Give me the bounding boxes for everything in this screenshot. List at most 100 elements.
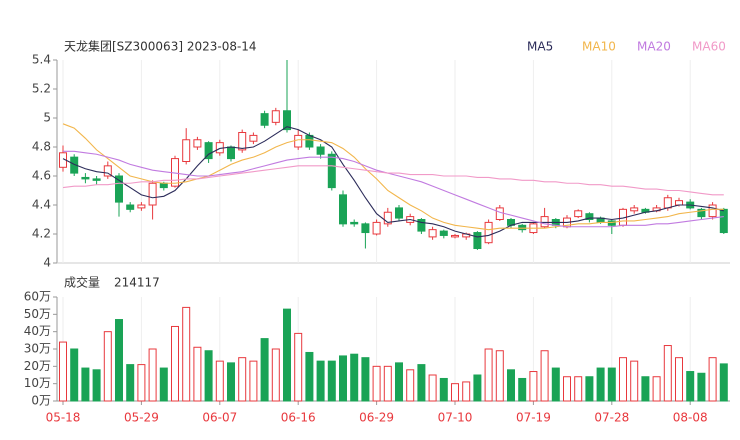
volume-bar (227, 362, 235, 402)
volume-bar (70, 348, 79, 402)
y-tick-label: 5 (43, 111, 51, 125)
candle-body (417, 219, 426, 232)
legend-entry: MA20 (637, 40, 671, 54)
volume-bar (305, 351, 314, 402)
x-tick-label: 07-10 (438, 411, 473, 425)
candle-body (697, 208, 706, 218)
y-tick-label: 4.8 (32, 140, 51, 154)
candle-body (92, 178, 101, 181)
volume-bar (395, 362, 403, 402)
candle-body (395, 207, 403, 219)
candle-body (719, 208, 728, 234)
y-tick-label: 60万 (24, 290, 51, 304)
volume-bar (686, 371, 695, 402)
candle-body (372, 221, 381, 235)
volume-title: 成交量 (64, 275, 100, 290)
y-tick-label: 5.2 (32, 82, 51, 96)
volume-bar (193, 346, 202, 402)
volume-bar (540, 350, 549, 402)
chart-title: 天龙集团[SZ300063] 2023-08-14 (64, 39, 257, 54)
candle-body (249, 134, 258, 142)
volume-bar (103, 331, 112, 402)
candle-body (305, 134, 314, 148)
volume-bar (675, 357, 683, 402)
ma-line (62, 165, 724, 196)
volume-bar (663, 345, 672, 402)
volume-bar (641, 376, 650, 402)
volume-bar (92, 369, 101, 402)
volume-bar (137, 364, 146, 402)
volume-bar (630, 360, 639, 402)
candle-body (585, 213, 594, 220)
candle-body (339, 194, 347, 225)
volume-bar (563, 376, 571, 402)
candle-body (115, 175, 123, 203)
candle-body (663, 197, 672, 209)
ma-line (62, 123, 724, 231)
volume-bar (249, 360, 258, 402)
volume-bar (417, 364, 426, 402)
volume-bar (518, 377, 527, 402)
ma-line (62, 126, 724, 238)
volume-bar (652, 376, 661, 402)
volume-bar (204, 350, 213, 402)
volume-bar (383, 365, 392, 402)
volume-bar (372, 365, 381, 402)
volume-bar (406, 369, 415, 402)
y-tick-label: 4.4 (32, 198, 51, 212)
volume-bar (361, 357, 370, 402)
volume-bar (271, 348, 280, 402)
candle-body (227, 146, 235, 160)
volume-bar (619, 357, 627, 402)
volume-bar (574, 376, 583, 402)
volume-bar (596, 367, 605, 402)
x-tick-label: 06-29 (359, 411, 394, 425)
x-tick-label: 07-19 (516, 411, 551, 425)
volume-bar (283, 308, 291, 402)
volume-bar (507, 369, 515, 402)
volume-bar (182, 306, 191, 402)
legend-entry: MA5 (527, 40, 553, 54)
candle-body (518, 224, 527, 231)
x-tick-label: 06-07 (202, 411, 237, 425)
volume-bar (484, 348, 493, 402)
candle-body (238, 132, 247, 151)
volume-bar (428, 374, 437, 402)
candle-body (630, 207, 639, 212)
candle-body (204, 142, 213, 160)
x-tick-label: 06-16 (281, 411, 316, 425)
volume-bar (451, 383, 459, 402)
volume-bar (215, 360, 224, 402)
candle-body (294, 134, 303, 148)
legend-entry: MA60 (692, 40, 726, 54)
y-tick-label: 20万 (24, 359, 51, 373)
candle-body (439, 230, 448, 236)
candle-body (708, 204, 717, 218)
volume-bar (462, 381, 471, 402)
volume-bar (238, 357, 247, 402)
candle-body (126, 204, 135, 210)
volume-bar (529, 371, 538, 402)
candle-body (350, 221, 359, 225)
candle-body (316, 146, 325, 155)
candle-body (495, 207, 504, 220)
volume-bar (697, 372, 706, 402)
x-tick-label: 07-28 (594, 411, 629, 425)
candle-body (473, 232, 482, 250)
y-tick-label: 4.6 (32, 169, 51, 183)
candle-body (574, 210, 583, 218)
x-tick-label: 08-08 (673, 411, 708, 425)
candle-body (361, 223, 370, 234)
volume-bar (59, 341, 67, 402)
x-tick-label: 05-29 (124, 411, 159, 425)
y-tick-label: 50万 (24, 307, 51, 321)
candle-body (159, 182, 168, 189)
y-tick-label: 0万 (31, 394, 51, 408)
volume-bar (607, 367, 616, 402)
volume-bar (350, 353, 359, 402)
y-tick-label: 10万 (24, 376, 51, 390)
volume-bar (316, 360, 325, 402)
candle-body (103, 165, 112, 177)
candle-body (193, 139, 202, 148)
